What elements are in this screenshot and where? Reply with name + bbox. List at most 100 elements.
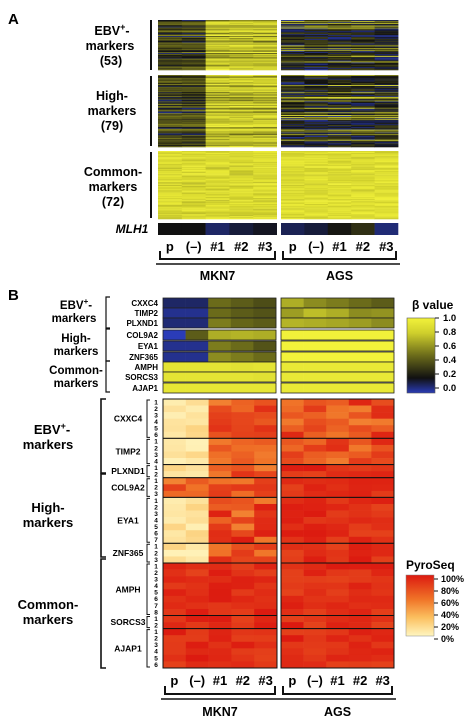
heat-cell	[327, 111, 352, 113]
heat-cell	[205, 112, 230, 114]
heat-cell	[158, 189, 183, 191]
pyro-legend-title: PyroSeq	[406, 558, 455, 572]
heat-cell	[327, 68, 352, 70]
heat-cell	[205, 94, 230, 96]
heat-cell	[229, 125, 254, 127]
beta-cell	[185, 341, 209, 351]
heat-cell	[158, 212, 183, 214]
heat-cell	[181, 86, 206, 89]
heat-cell	[304, 56, 329, 59]
heat-cell	[304, 82, 329, 84]
heat-cell	[158, 133, 183, 135]
heat-cell	[304, 178, 329, 180]
heat-cell	[351, 20, 375, 22]
heat-cell	[374, 157, 399, 159]
heat-cell	[205, 51, 230, 53]
heat-cell	[253, 20, 278, 22]
pyro-cell	[163, 589, 187, 597]
pyro-cell	[208, 490, 232, 498]
heat-cell	[205, 207, 230, 209]
heat-cell	[374, 194, 399, 196]
beta-cell	[371, 352, 395, 362]
heat-cell	[351, 107, 375, 110]
pyro-cell	[163, 438, 187, 446]
heat-cell	[229, 80, 254, 82]
beta-cell	[348, 352, 372, 362]
heat-cell	[304, 45, 329, 47]
heat-cell	[181, 181, 206, 183]
heat-cell	[327, 95, 352, 97]
heat-cell	[229, 195, 254, 197]
heat-cell	[281, 86, 305, 89]
heat-cell	[158, 101, 183, 103]
heat-cell	[253, 203, 278, 206]
heat-cell	[327, 166, 352, 168]
site-number: 1	[154, 465, 158, 472]
heat-cell	[327, 215, 352, 217]
pyro-cell	[231, 602, 255, 610]
heat-cell	[181, 201, 206, 203]
heat-cell	[158, 85, 183, 87]
pyro-cell	[326, 608, 350, 616]
heat-cell	[351, 215, 375, 217]
pyro-cell	[348, 556, 372, 564]
heat-cell	[281, 53, 305, 55]
heat-cell	[304, 64, 329, 66]
heat-cell	[304, 85, 329, 87]
heat-cell	[205, 95, 230, 98]
heat-cell	[374, 187, 399, 190]
heat-cell	[374, 38, 399, 41]
pyro-cell	[208, 556, 232, 564]
pyro-cell	[326, 510, 350, 518]
heat-cell	[304, 36, 329, 38]
heat-cell	[158, 185, 183, 187]
heat-cell	[351, 126, 375, 129]
beta-row-outline	[162, 371, 277, 383]
heat-cell	[181, 57, 206, 59]
heat-cell	[351, 129, 375, 131]
heat-cell	[327, 127, 352, 130]
heat-cell	[229, 117, 254, 120]
heat-cell	[327, 53, 352, 56]
heat-cell	[281, 132, 305, 134]
site-number: 2	[154, 622, 158, 629]
pyro-cell	[348, 517, 372, 524]
beta-cell	[303, 341, 327, 351]
heat-cell	[229, 163, 254, 165]
beta-tick-label: 0.2	[443, 369, 456, 380]
pyro-cell	[185, 438, 209, 446]
heat-cell	[374, 23, 399, 26]
pyro-cell	[231, 490, 255, 498]
heat-cell	[158, 57, 183, 59]
heat-cell	[158, 21, 183, 24]
site-number: 1	[154, 439, 158, 446]
heat-cell	[374, 112, 399, 114]
pyro-cell	[326, 418, 350, 426]
heat-cell	[351, 24, 375, 26]
heat-cell	[181, 207, 206, 209]
heat-cell	[281, 145, 305, 147]
heat-cell	[158, 122, 183, 124]
heat-cell	[281, 90, 305, 92]
beta-cell	[326, 352, 350, 362]
site-number: 1	[154, 478, 158, 485]
heat-cell	[351, 138, 375, 141]
heat-cell	[229, 154, 254, 157]
heat-cell	[374, 151, 399, 154]
pyro-cell	[254, 549, 278, 557]
heat-cell	[351, 154, 375, 157]
heat-cell	[281, 44, 305, 46]
heat-cell	[327, 136, 352, 138]
heat-cell	[304, 75, 329, 77]
group-label-count: (72)	[102, 195, 124, 209]
heat-cell	[205, 142, 230, 144]
heat-cell	[351, 185, 375, 187]
heat-cell	[281, 33, 305, 35]
heat-cell	[374, 120, 399, 122]
heat-cell	[205, 98, 230, 100]
heat-cell	[229, 86, 254, 89]
heat-cell	[229, 165, 254, 167]
pyro-cell	[254, 569, 278, 577]
heat-cell	[281, 61, 305, 63]
cell-line-label: AGS	[326, 269, 353, 283]
